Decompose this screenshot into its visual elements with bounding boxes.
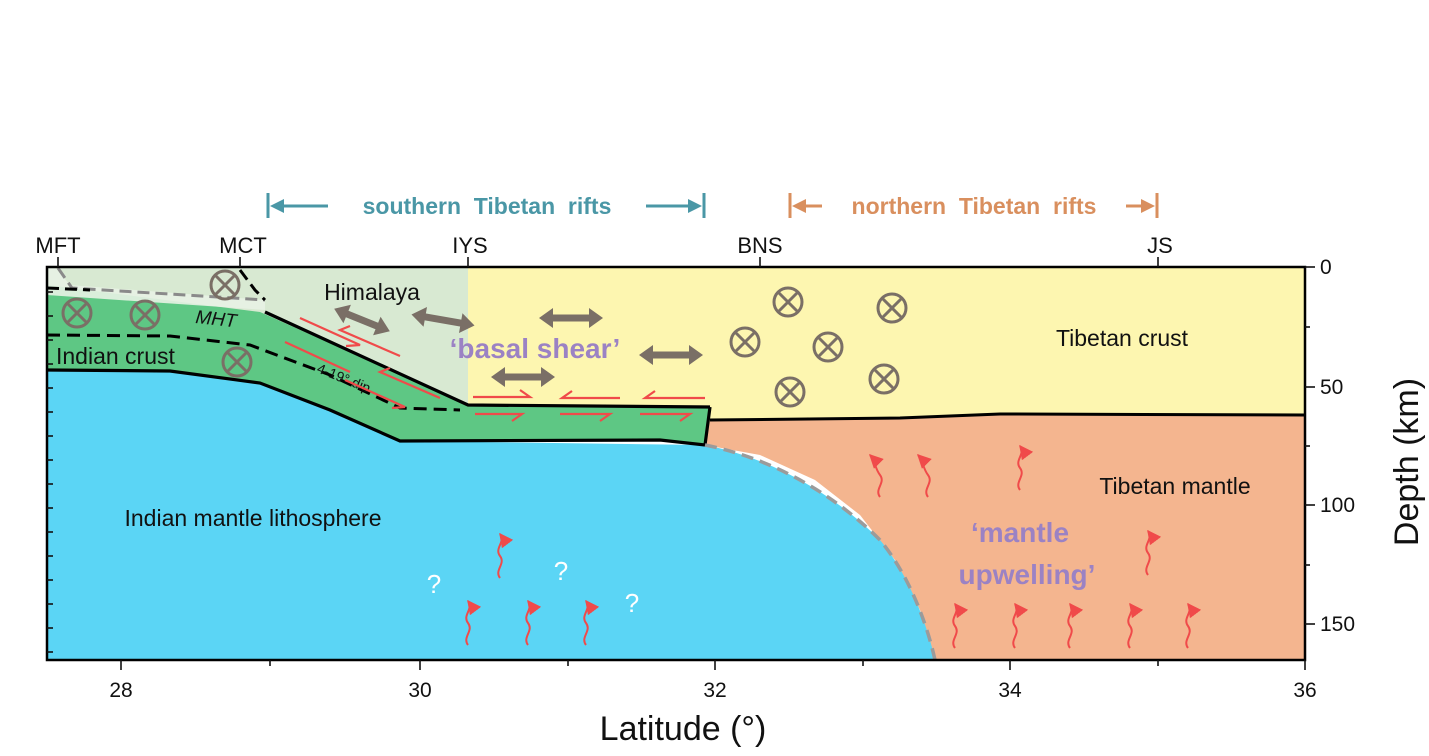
slab-bottom-boundary: [46, 368, 712, 447]
wavy-arrow-icon: [917, 454, 932, 498]
wavy-arrow-icon: [1067, 602, 1084, 649]
y-axis-label: Depth (km): [1388, 378, 1426, 546]
tibetan-mantle-region: [705, 414, 1305, 660]
wavy-arrow-icon: [1127, 602, 1144, 649]
mantle-upwelling-label-2: upwelling’: [959, 559, 1096, 590]
cross-circle-icon: [774, 376, 806, 408]
wavy-arrow-icon: [497, 532, 514, 579]
wavy-arrow-icon: [525, 599, 542, 646]
mantle-upwelling-label-1: ‘mantle: [971, 517, 1069, 548]
himalaya-top-dashed: [46, 286, 91, 292]
question-mark-1: ?: [427, 569, 441, 599]
x-tick-28: 28: [109, 679, 132, 702]
indian-crust-dashed: [46, 333, 461, 412]
northern-rifts-bracket: [788, 193, 1159, 218]
fault-iys: IYS: [452, 233, 487, 258]
wavy-arrow-icon: [869, 454, 884, 498]
moho-tibet: [709, 412, 1306, 422]
cross-circle-icon: [129, 299, 161, 331]
extension-arrows: [334, 304, 703, 387]
out-of-plane-symbols: [61, 269, 908, 408]
tibetan-mantle-label: Tibetan mantle: [1099, 473, 1250, 499]
double-arrow-icon: [491, 367, 555, 387]
cross-circle-icon: [61, 297, 93, 329]
cross-circle-icon: [221, 346, 253, 378]
cross-circle-icon: [868, 363, 900, 395]
southern-rifts-bracket: [266, 193, 706, 218]
x-tick-30: 30: [408, 679, 431, 702]
wavy-arrow-icon: [1017, 444, 1034, 491]
double-arrow-icon: [539, 308, 603, 328]
y-tick-150: 150: [1320, 613, 1355, 636]
x-tick-36: 36: [1293, 679, 1316, 702]
x-axis-label: Latitude (°): [600, 710, 767, 748]
cross-circle-icon: [812, 331, 844, 363]
x-tick-34: 34: [998, 679, 1022, 702]
wavy-arrow-icon: [1012, 602, 1029, 649]
double-arrow-icon: [411, 307, 475, 333]
x-ticks: [120, 660, 1306, 670]
y-tick-100: 100: [1320, 494, 1355, 517]
cross-circle-icon: [772, 286, 804, 318]
southern-rifts-label: southern Tibetan rifts: [363, 193, 612, 219]
cross-circle-icon: [729, 326, 761, 358]
fault-js: JS: [1147, 233, 1173, 258]
mct-dashed: [238, 269, 267, 302]
northern-rifts-label: northern Tibetan rifts: [852, 193, 1097, 219]
himalaya-label: Himalaya: [324, 279, 420, 305]
fault-mft: MFT: [35, 233, 80, 258]
fault-mct: MCT: [219, 233, 267, 258]
wavy-arrow-icon: [1185, 602, 1202, 649]
tibetan-crust-label: Tibetan crust: [1056, 325, 1189, 351]
shear-arrows: [284, 316, 705, 422]
wavy-arrow-icon: [465, 599, 482, 646]
slab-top-boundary: [264, 310, 711, 409]
double-arrow-icon: [639, 345, 703, 365]
upwelling-arrows: [465, 444, 1202, 649]
mft-wedge: [47, 267, 265, 310]
y-tick-50: 50: [1320, 376, 1343, 399]
x-tick-32: 32: [703, 679, 726, 702]
indian-mantle-label: Indian mantle lithosphere: [125, 505, 382, 531]
cross-circle-icon: [876, 292, 908, 324]
wavy-arrow-icon: [952, 602, 969, 649]
mht-label: MHT: [194, 307, 239, 332]
plot-frame: [45, 265, 1307, 662]
left-ticks: [47, 291, 53, 653]
indian-mantle-region: [47, 370, 935, 660]
indian-crust-label: Indian crust: [56, 343, 176, 369]
double-arrow-icon: [334, 304, 390, 336]
wavy-arrow-icon: [583, 599, 600, 646]
mantle-boundary-dashed: [704, 443, 937, 661]
fault-ticks: [57, 257, 1159, 267]
question-mark-2: ?: [554, 556, 568, 586]
wavy-arrow-icon: [1145, 529, 1162, 576]
cross-circle-icon: [209, 269, 241, 301]
fault-bns: BNS: [737, 233, 782, 258]
question-mark-3: ?: [625, 588, 639, 618]
y-ticks: [1305, 266, 1315, 625]
basal-shear-label: ‘basal shear’: [450, 333, 621, 364]
y-tick-0: 0: [1320, 256, 1332, 279]
